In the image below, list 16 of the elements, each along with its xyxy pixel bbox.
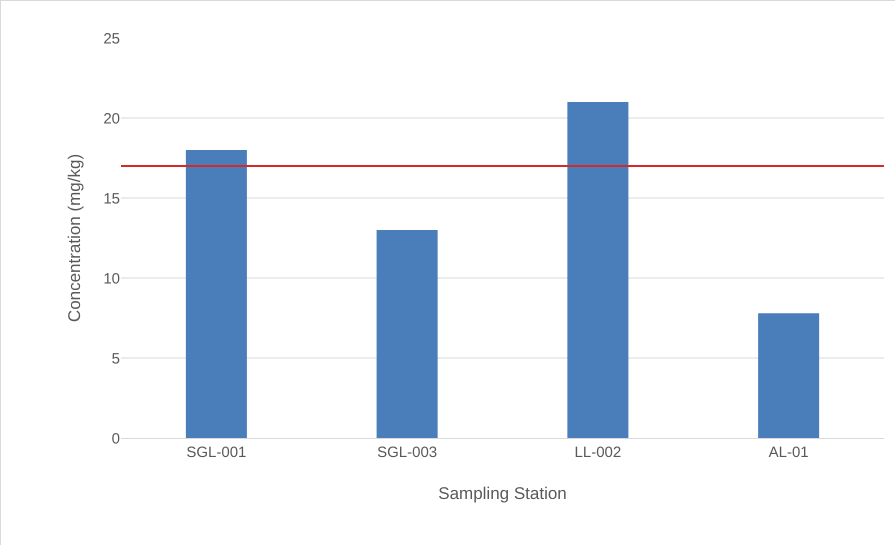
y-tick-label: 20 (103, 110, 120, 128)
y-tick-label: 10 (103, 270, 120, 288)
y-tick-label: 25 (103, 30, 120, 48)
y-tick-label: 15 (103, 190, 120, 208)
bar (567, 102, 628, 438)
x-tick-label: LL-002 (574, 444, 622, 461)
y-tick-label: 0 (112, 430, 120, 448)
x-tick-label: AL-01 (768, 444, 809, 461)
y-tick-label: 5 (112, 350, 120, 368)
x-tick-label: SGL-001 (186, 444, 246, 461)
bar (376, 230, 438, 438)
bar (186, 150, 247, 438)
bar (758, 313, 820, 438)
x-tick-label: SGL-003 (377, 444, 438, 461)
x-axis-title: Sampling Station (438, 484, 567, 503)
y-axis-title: Concentration (mg/kg) (64, 154, 84, 322)
